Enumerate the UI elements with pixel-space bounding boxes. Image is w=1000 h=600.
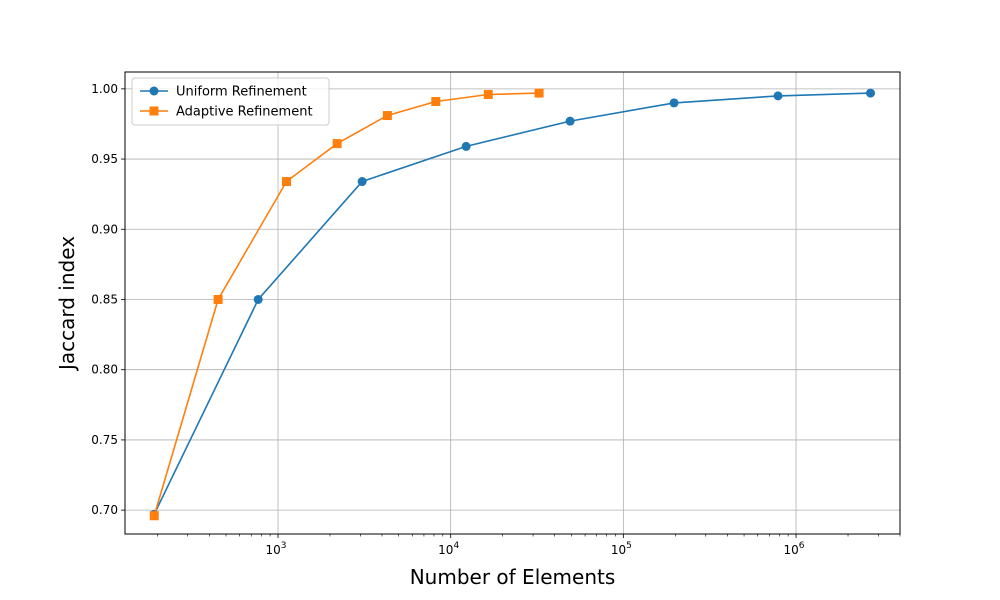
y-tick-label: 0.90 [91, 222, 118, 236]
data-point [461, 141, 471, 151]
legend-box [131, 77, 330, 126]
legend-label: Uniform Refinement [176, 85, 307, 100]
series-line [153, 92, 540, 516]
data-point [332, 139, 342, 149]
data-point [866, 88, 876, 98]
data-point [773, 91, 783, 101]
x-axis-title: Number of Elements [410, 565, 616, 589]
data-point [213, 294, 223, 304]
data-point [253, 294, 263, 304]
x-tick-label: 105 [611, 541, 632, 557]
data-point [431, 96, 441, 106]
data-point [382, 111, 392, 121]
data-point [565, 116, 575, 126]
data-point [483, 89, 493, 99]
series-line [153, 92, 871, 515]
data-point [534, 88, 544, 98]
y-tick-label: 0.80 [91, 363, 118, 377]
y-axis-title: Jaccard index [55, 236, 79, 372]
series-layer [149, 88, 876, 521]
y-tick-label: 0.85 [91, 292, 118, 306]
y-tick-label: 0.95 [91, 152, 118, 166]
legend-label: Adaptive Refinement [176, 105, 313, 120]
legend: Uniform Refinement Adaptive Refinement [131, 77, 330, 126]
data-point [669, 98, 679, 108]
x-tick-label: 103 [265, 541, 286, 557]
grid [125, 72, 900, 534]
x-tick-label: 104 [438, 541, 459, 557]
legend-marker [149, 106, 159, 116]
data-point [282, 177, 292, 187]
y-tick-label: 0.70 [91, 503, 118, 517]
y-tick-label: 1.00 [91, 82, 118, 96]
y-tick-label: 0.75 [91, 433, 118, 447]
x-tick-label: 106 [784, 541, 805, 557]
legend-marker [149, 86, 159, 96]
data-point [149, 511, 159, 521]
axes-frame [124, 71, 901, 535]
ticks: 0.70 0.75 0.80 0.85 0.90 0.95 1.00 103 104 105 106 [91, 82, 901, 557]
data-point [357, 177, 367, 187]
